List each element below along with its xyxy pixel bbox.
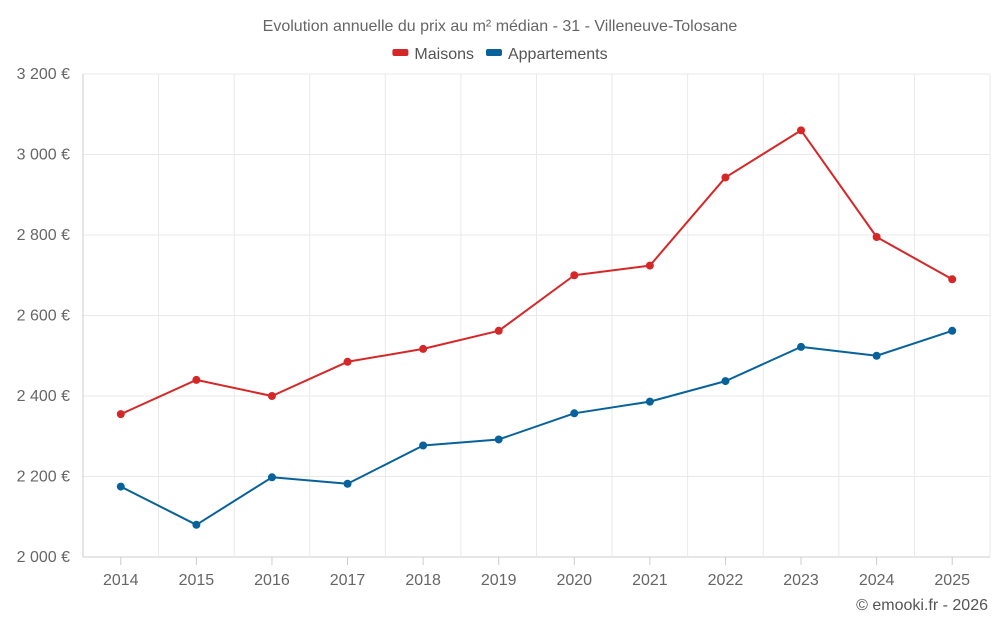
legend-item-maisons[interactable]: Maisons <box>392 46 474 63</box>
data-point-maisons[interactable] <box>192 375 201 384</box>
credit-text: © emooki.fr - 2026 <box>856 597 988 614</box>
chart-title: Evolution annuelle du prix au m² médian … <box>263 18 738 35</box>
x-tick-label: 2014 <box>103 572 139 589</box>
data-point-appartements[interactable] <box>797 342 806 351</box>
series-line-appartements <box>120 329 953 526</box>
axis-ticks: 2 000 € 2 200 € 2 400 € 2 600 € 2 800 € 3 000… <box>17 66 970 589</box>
data-point-appartements[interactable] <box>116 482 125 491</box>
data-point-appartements[interactable] <box>343 479 352 488</box>
data-point-appartements[interactable] <box>267 473 276 482</box>
y-tick-label: 3 200 € <box>17 66 70 83</box>
data-point-appartements[interactable] <box>192 520 201 529</box>
data-point-appartements[interactable] <box>570 409 579 418</box>
data-point-appartements[interactable] <box>872 351 881 360</box>
data-point-maisons[interactable] <box>116 410 125 419</box>
y-tick-label: 2 800 € <box>17 227 70 244</box>
y-tick-label: 2 400 € <box>17 388 70 405</box>
grid <box>82 73 991 558</box>
y-tick-label: 2 600 € <box>17 308 70 325</box>
data-point-appartements[interactable] <box>948 326 957 335</box>
x-tick-label: 2019 <box>481 572 517 589</box>
data-point-maisons[interactable] <box>419 344 428 353</box>
series-line-maisons <box>120 129 953 416</box>
data-point-maisons[interactable] <box>343 357 352 366</box>
legend-swatch <box>392 49 409 56</box>
data-point-maisons[interactable] <box>948 275 957 284</box>
data-point-maisons[interactable] <box>570 271 579 280</box>
data-point-appartements[interactable] <box>721 377 730 386</box>
data-point-appartements[interactable] <box>645 397 654 406</box>
y-tick-label: 2 200 € <box>17 469 70 486</box>
legend: Maisons Appartements <box>392 46 608 63</box>
x-tick-label: 2016 <box>254 572 290 589</box>
data-point-maisons[interactable] <box>797 126 806 135</box>
x-tick-label: 2021 <box>632 572 668 589</box>
series-layer <box>116 126 957 529</box>
legend-label: Maisons <box>414 46 474 63</box>
y-tick-label: 3 000 € <box>17 147 70 164</box>
data-point-appartements[interactable] <box>494 435 503 444</box>
x-tick-label: 2025 <box>934 572 970 589</box>
legend-item-appartements[interactable]: Appartements <box>485 46 608 63</box>
x-tick-label: 2020 <box>556 572 592 589</box>
y-tick-label: 2 000 € <box>17 549 70 566</box>
x-tick-label: 2024 <box>859 572 895 589</box>
x-tick-label: 2022 <box>708 572 744 589</box>
data-point-maisons[interactable] <box>872 233 881 242</box>
x-tick-label: 2023 <box>783 572 819 589</box>
x-tick-label: 2017 <box>330 572 366 589</box>
x-tick-label: 2015 <box>179 572 215 589</box>
data-point-maisons[interactable] <box>721 173 730 182</box>
data-point-maisons[interactable] <box>267 392 276 400</box>
x-tick-label: 2018 <box>405 572 441 589</box>
data-point-appartements[interactable] <box>419 441 428 450</box>
legend-label: Appartements <box>508 46 608 63</box>
legend-swatch <box>485 49 502 56</box>
data-point-maisons[interactable] <box>494 326 503 335</box>
data-point-maisons[interactable] <box>645 261 654 270</box>
